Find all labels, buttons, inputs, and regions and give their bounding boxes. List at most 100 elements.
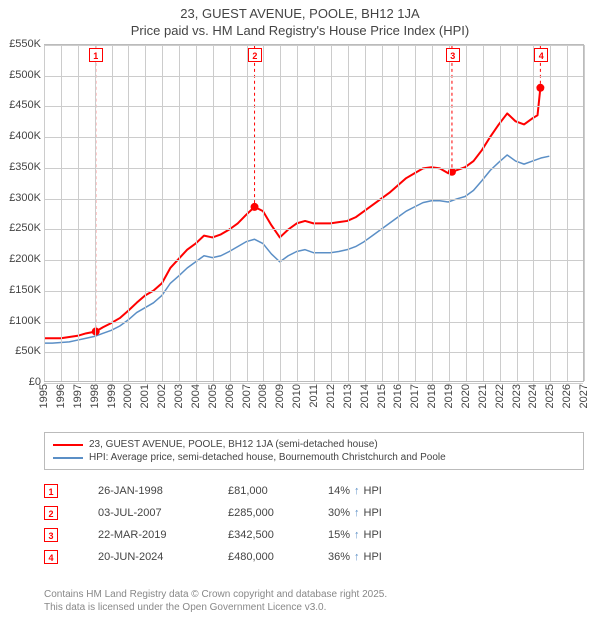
gridline-v: [500, 45, 501, 381]
gridline-v: [517, 45, 518, 381]
x-tick-label: 2026: [561, 384, 573, 408]
gridline-v: [365, 45, 366, 381]
sale-diff-suffix: HPI: [364, 507, 382, 519]
attribution: Contains HM Land Registry data © Crown c…: [44, 588, 387, 614]
chart-area: 1234 £0£50K£100K£150K£200K£250K£300K£350…: [0, 44, 600, 424]
legend-label: HPI: Average price, semi-detached house,…: [89, 452, 446, 463]
sale-row: 203-JUL-2007£285,00030%↑HPI: [44, 504, 584, 522]
gridline-v: [61, 45, 62, 381]
y-tick-label: £550K: [1, 38, 41, 50]
gridline-v: [280, 45, 281, 381]
gridline-v: [297, 45, 298, 381]
legend-row: HPI: Average price, semi-detached house,…: [53, 452, 575, 463]
sale-diff: 30%↑HPI: [328, 507, 382, 519]
sale-price: £285,000: [228, 507, 328, 519]
gridline-v: [247, 45, 248, 381]
plot-area: 1234: [44, 44, 584, 382]
x-tick-label: 2017: [409, 384, 421, 408]
attribution-line2: This data is licensed under the Open Gov…: [44, 601, 387, 614]
sale-date: 22-MAR-2019: [98, 529, 228, 541]
gridline-v: [162, 45, 163, 381]
x-tick-label: 2011: [308, 384, 320, 408]
y-tick-label: £200K: [1, 253, 41, 265]
x-tick-label: 2023: [511, 384, 523, 408]
sales-table: 126-JAN-1998£81,00014%↑HPI203-JUL-2007£2…: [44, 478, 584, 570]
x-tick-label: 2021: [477, 384, 489, 408]
sale-row: 126-JAN-1998£81,00014%↑HPI: [44, 482, 584, 500]
x-tick-label: 2018: [426, 384, 438, 408]
x-tick-label: 2019: [443, 384, 455, 408]
gridline-v: [112, 45, 113, 381]
legend-label: 23, GUEST AVENUE, POOLE, BH12 1JA (semi-…: [89, 439, 378, 450]
legend-swatch: [53, 444, 83, 446]
legend-row: 23, GUEST AVENUE, POOLE, BH12 1JA (semi-…: [53, 439, 575, 450]
gridline-v: [348, 45, 349, 381]
sale-marker-3: 3: [446, 48, 460, 62]
x-tick-label: 2001: [139, 384, 151, 408]
sale-number-box: 3: [44, 528, 58, 542]
y-tick-label: £100K: [1, 315, 41, 327]
y-tick-label: £300K: [1, 192, 41, 204]
sale-dot: [251, 203, 259, 211]
attribution-line1: Contains HM Land Registry data © Crown c…: [44, 588, 387, 601]
x-tick-label: 2008: [257, 384, 269, 408]
sale-number-box: 1: [44, 484, 58, 498]
legend-swatch: [53, 457, 83, 459]
x-tick-label: 2027: [578, 384, 590, 408]
sale-row: 420-JUN-2024£480,00036%↑HPI: [44, 548, 584, 566]
gridline-v: [179, 45, 180, 381]
x-tick-label: 2004: [190, 384, 202, 408]
y-tick-label: £400K: [1, 130, 41, 142]
y-tick-label: £250K: [1, 222, 41, 234]
x-tick-label: 1997: [72, 384, 84, 408]
arrow-up-icon: ↑: [354, 529, 360, 541]
sale-marker-4: 4: [534, 48, 548, 62]
sale-diff-suffix: HPI: [364, 485, 382, 497]
x-tick-label: 2016: [392, 384, 404, 408]
y-tick-label: £500K: [1, 69, 41, 81]
x-tick-label: 2000: [122, 384, 134, 408]
gridline-v: [584, 45, 585, 381]
sale-diff: 15%↑HPI: [328, 529, 382, 541]
x-tick-label: 2020: [460, 384, 472, 408]
y-tick-label: £450K: [1, 99, 41, 111]
gridline-v: [382, 45, 383, 381]
y-tick-label: £350K: [1, 161, 41, 173]
gridline-v: [44, 45, 45, 381]
x-tick-label: 2022: [494, 384, 506, 408]
gridline-v: [196, 45, 197, 381]
gridline-v: [331, 45, 332, 381]
sale-marker-2: 2: [248, 48, 262, 62]
gridline-v: [314, 45, 315, 381]
sale-diff-percent: 30%: [328, 507, 350, 519]
gridline-v: [567, 45, 568, 381]
x-tick-label: 2025: [544, 384, 556, 408]
gridline-v: [128, 45, 129, 381]
x-tick-label: 2002: [156, 384, 168, 408]
gridline-v: [78, 45, 79, 381]
sale-number-box: 4: [44, 550, 58, 564]
gridline-v: [483, 45, 484, 381]
arrow-up-icon: ↑: [354, 485, 360, 497]
x-tick-label: 1996: [55, 384, 67, 408]
title-address: 23, GUEST AVENUE, POOLE, BH12 1JA: [0, 6, 600, 21]
x-tick-label: 1999: [106, 384, 118, 408]
arrow-up-icon: ↑: [354, 551, 360, 563]
legend: 23, GUEST AVENUE, POOLE, BH12 1JA (semi-…: [44, 432, 584, 470]
gridline-v: [230, 45, 231, 381]
y-tick-label: £150K: [1, 284, 41, 296]
sale-price: £480,000: [228, 551, 328, 563]
gridline-v: [550, 45, 551, 381]
sale-dot: [92, 328, 100, 336]
x-tick-label: 2024: [527, 384, 539, 408]
x-tick-label: 2010: [291, 384, 303, 408]
titles: 23, GUEST AVENUE, POOLE, BH12 1JA Price …: [0, 0, 600, 38]
gridline-v: [213, 45, 214, 381]
sale-diff: 14%↑HPI: [328, 485, 382, 497]
sale-diff: 36% ↑ HPI: [328, 551, 382, 563]
sale-diff-suffix: HPI: [364, 551, 382, 563]
x-tick-label: 2007: [241, 384, 253, 408]
sale-diff-percent: 36%: [328, 551, 350, 563]
x-tick-label: 2003: [173, 384, 185, 408]
x-tick-label: 2014: [359, 384, 371, 408]
